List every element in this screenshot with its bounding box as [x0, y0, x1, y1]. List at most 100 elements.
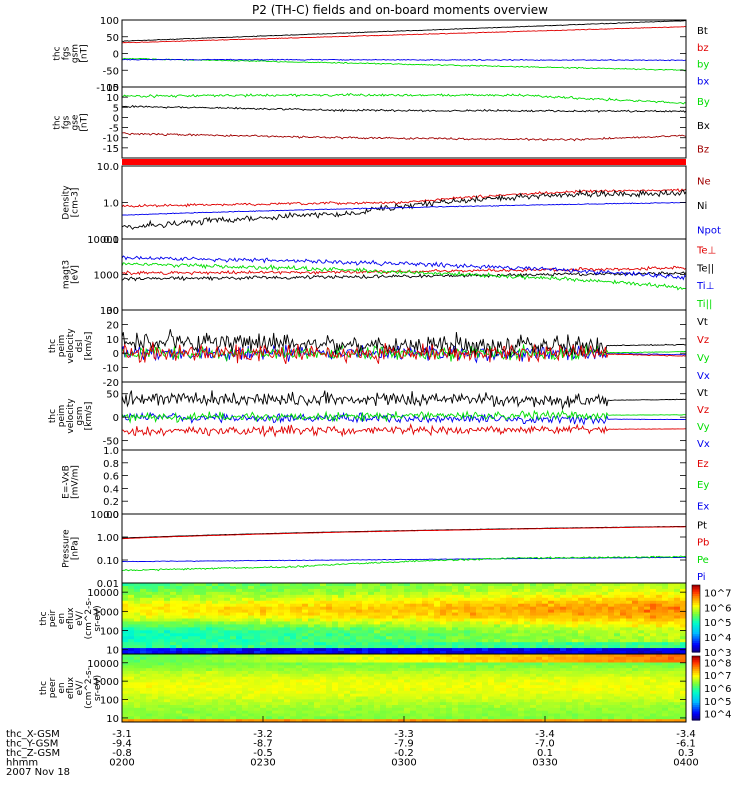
legend-fgs-gse: By — [697, 97, 710, 108]
panel-frame — [121, 309, 687, 383]
colorbar-tick-label: 10^6 — [704, 603, 731, 614]
legend-temperature: Te⊥ — [696, 246, 716, 257]
x-row-label: thc_Y-GSM — [6, 739, 58, 750]
y-axis-label-line: E=-VxB — [62, 465, 72, 499]
y-axis-label-line: Density — [62, 185, 72, 220]
y-axis-label-line: en — [57, 613, 67, 624]
y-axis-label-line: peim — [57, 335, 67, 358]
series-fgs-gsm-Bt — [121, 20, 687, 42]
panel-density: Ne Ni Npot 10.0 1.0 0.1 Density [cm-3] — [62, 162, 721, 246]
y-axis-label-line: [km/s] — [84, 402, 94, 431]
y-tick-label: -10 — [103, 134, 119, 145]
y-axis-label-line: eflux — [66, 607, 76, 630]
y-tick-label: -5 — [109, 124, 119, 135]
series-fgs-gse-By — [121, 92, 687, 105]
y-tick-label: 15 — [106, 83, 119, 94]
series-velocity-dsl-Vt — [121, 329, 686, 358]
y-tick-label: 0.4 — [103, 484, 119, 495]
y-axis-label-line: thc — [53, 46, 63, 60]
y-axis-label-line: eflux — [66, 676, 76, 699]
y-tick-label: -50 — [103, 66, 119, 77]
y-axis-label-line: sr-eV) — [93, 675, 103, 701]
y-axis-label: thc peir en eflux eV/(cm^2-s-sr-eV) — [39, 598, 103, 640]
y-axis-label-line: [mV/m] — [71, 465, 81, 499]
y-tick-label: 10.0 — [97, 162, 119, 173]
legend-temperature: Ti⊥ — [696, 281, 714, 292]
y-tick-label: 0 — [113, 349, 119, 360]
legend-efield: Ey — [697, 480, 709, 491]
colorbar-tick-label: 10^4 — [704, 710, 731, 721]
legend-fgs-gsm: Bt — [697, 26, 708, 37]
series-velocity-gsm-Vt — [121, 390, 687, 411]
y-axis-label-line: [nPa] — [71, 537, 81, 560]
x-tick-label: 0330 — [532, 758, 557, 769]
series-temperature-Ti⊥ — [121, 255, 687, 281]
panel-frame — [121, 513, 687, 584]
y-tick-label: 0 — [113, 113, 119, 124]
legend-pressure: Pt — [697, 520, 707, 531]
series-velocity-gsm-Vx — [121, 411, 686, 426]
y-axis-label-line: gsm — [71, 44, 81, 63]
legend-efield: Ex — [697, 501, 709, 512]
y-tick-label: -100 — [96, 83, 119, 94]
y-tick-label: 1000 — [94, 677, 119, 688]
spectrogram-peir-eflux — [122, 583, 687, 655]
series-pressure-Pb — [122, 526, 687, 540]
x-tick-label: -3.3 — [394, 729, 414, 740]
y-axis-label: Density [cm-3] — [62, 185, 81, 220]
spectrogram-peer-eflux — [122, 654, 687, 723]
y-axis-label-line: [km/s] — [84, 332, 94, 361]
y-tick-label: -15 — [103, 144, 119, 155]
y-tick-label: 0.1 — [103, 235, 119, 246]
y-tick-label: 0 — [113, 50, 119, 61]
y-tick-label: 0.10 — [97, 556, 119, 567]
legend-velocity-dsl: Vy — [697, 353, 710, 364]
y-axis-label-line: (cm^2-s- — [84, 667, 94, 709]
x-tick-label: -8.7 — [253, 739, 273, 750]
series-temperature-Ti|| — [121, 262, 687, 291]
series-fgs-gse-Bz — [121, 132, 687, 142]
y-axis-label-line: Pressure — [62, 529, 72, 568]
x-tick-label: 0.3 — [678, 748, 694, 759]
colorbar-tick-label: 10^5 — [704, 697, 731, 708]
y-tick-label: -20 — [103, 378, 119, 389]
y-axis-label-line: fgs — [62, 115, 72, 129]
x-tick-label: -3.4 — [535, 729, 555, 740]
y-axis-label-line: thc — [53, 115, 63, 129]
y-axis-label-line: eV/ — [75, 610, 85, 626]
series-fgs-gsm-by — [121, 57, 687, 72]
y-tick-label: 5 — [113, 103, 119, 114]
x-tick-label: -0.2 — [394, 748, 414, 759]
y-axis-label-line: peer — [48, 677, 58, 698]
x-row-label: 2007 Nov 18 — [6, 767, 70, 778]
y-tick-label: 1.00 — [97, 533, 119, 544]
y-axis-label-line: magt3 — [62, 260, 72, 289]
panel-pressure: Pt Pb Pe Pi 10.00 1.00 0.10 0.01 Pressure [nPa] — [62, 510, 710, 590]
x-tick-label: -3.1 — [112, 729, 132, 740]
series-velocity-dsl-Vz — [121, 342, 687, 365]
x-tick-label: -0.8 — [112, 748, 132, 759]
panel-fgs-gsm: Bt bz by bx 100 50 0 -50 -100 thc fgs gsm [nT] — [53, 16, 710, 94]
y-axis-label-line: thc — [39, 681, 49, 695]
legend-fgs-gsm: by — [697, 60, 709, 71]
y-tick-label: 100 — [100, 306, 119, 317]
legend-velocity-gsm: Vz — [697, 405, 709, 416]
y-tick-label: 100 — [100, 627, 119, 638]
panel-temperature: Te⊥ Te|| Ti⊥ Ti|| 10000 1000 100 magt3 [eV] — [62, 235, 717, 317]
y-axis-label-line: velocity — [66, 328, 76, 364]
y-tick-label: 1000 — [94, 607, 119, 618]
x-row-label: hhmm — [6, 758, 38, 769]
panel-velocity-gsm: Vt Vz Vy Vx 50 0 -50 thc peim velocity gsm [km/s] — [48, 381, 710, 451]
y-tick-label: 10 — [106, 714, 119, 725]
figure-title: P2 (TH-C) fields and on-board moments ov… — [252, 3, 548, 17]
y-axis-label-line: thc — [39, 611, 49, 625]
y-axis-label: thc peer en eflux eV/(cm^2-s-sr-eV) — [39, 667, 103, 709]
x-tick-label: -6.1 — [676, 739, 696, 750]
legend-pressure: Pb — [697, 538, 709, 549]
y-tick-label: 1.0 — [103, 446, 119, 457]
series-fgs-gse-Bx — [121, 104, 687, 113]
